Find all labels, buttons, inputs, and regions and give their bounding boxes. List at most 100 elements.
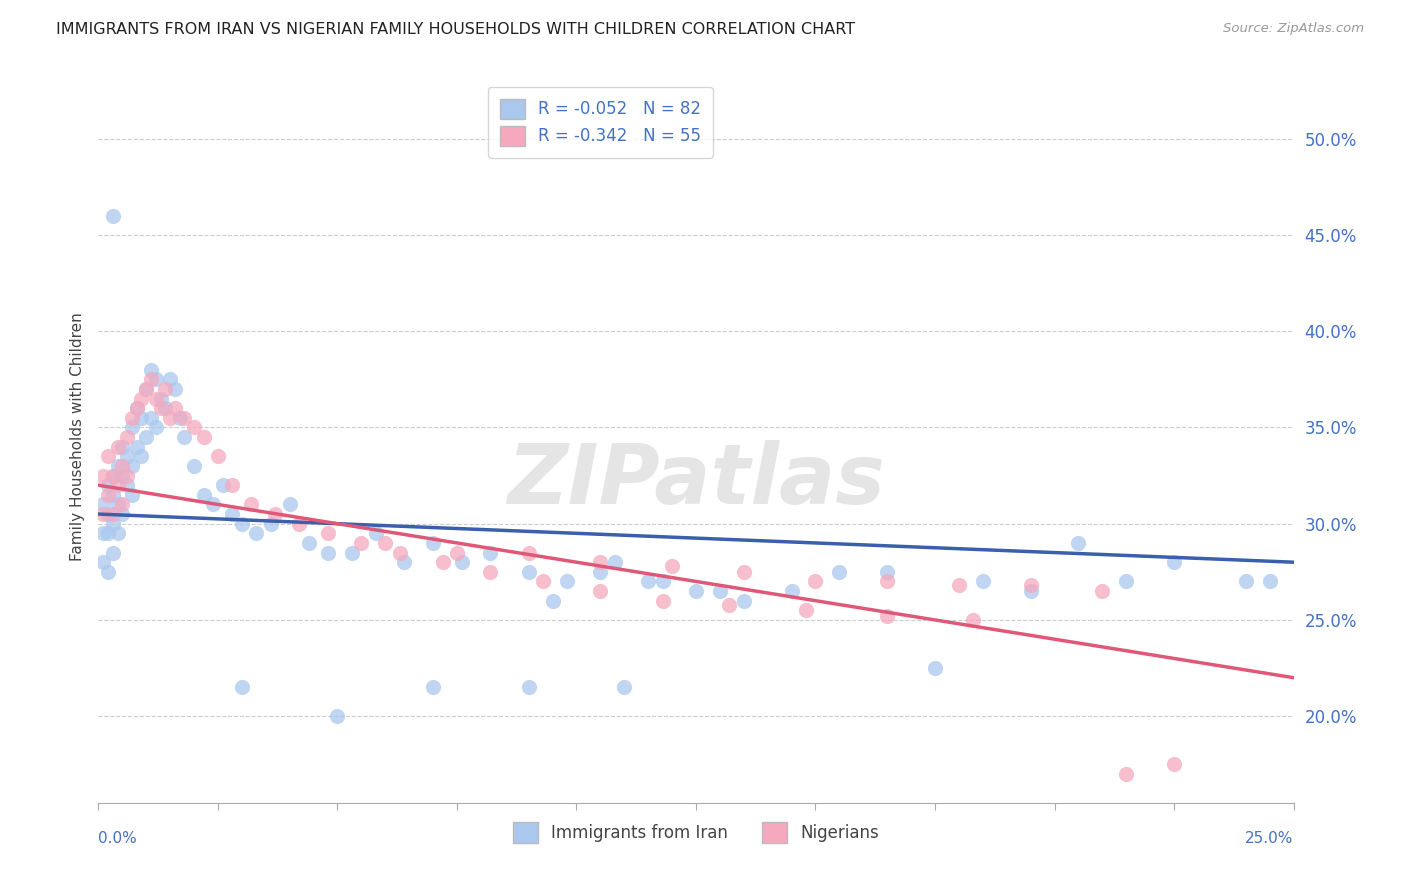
Point: [101, 468, 124, 483]
Point: [115, 450, 138, 464]
Point: [91, 555, 114, 569]
Point: [541, 593, 564, 607]
Point: [298, 536, 321, 550]
Point: [121, 420, 143, 434]
Point: [364, 526, 387, 541]
Point: [240, 498, 263, 512]
Point: [245, 526, 267, 541]
Point: [107, 458, 129, 473]
Point: [202, 498, 225, 512]
Point: [173, 430, 195, 444]
Point: [107, 440, 129, 454]
Point: [111, 440, 134, 454]
Point: [145, 392, 167, 406]
Point: [531, 574, 554, 589]
Point: [135, 382, 157, 396]
Point: [340, 545, 363, 559]
Point: [107, 526, 129, 541]
Point: [1067, 536, 1090, 550]
Point: [685, 584, 707, 599]
Point: [876, 609, 898, 624]
Text: IMMIGRANTS FROM IRAN VS NIGERIAN FAMILY HOUSEHOLDS WITH CHILDREN CORRELATION CHA: IMMIGRANTS FROM IRAN VS NIGERIAN FAMILY …: [56, 22, 855, 37]
Point: [876, 574, 898, 589]
Point: [163, 382, 186, 396]
Point: [422, 681, 444, 695]
Text: 0.0%: 0.0%: [98, 830, 138, 846]
Point: [135, 382, 157, 396]
Point: [450, 555, 472, 569]
Point: [107, 478, 129, 492]
Point: [948, 578, 970, 592]
Point: [1234, 574, 1257, 589]
Point: [1019, 578, 1042, 592]
Point: [733, 593, 755, 607]
Point: [193, 430, 215, 444]
Point: [637, 574, 659, 589]
Point: [169, 410, 191, 425]
Point: [145, 372, 167, 386]
Point: [115, 430, 138, 444]
Point: [149, 392, 172, 406]
Point: [1115, 574, 1137, 589]
Point: [97, 450, 120, 464]
Point: [173, 410, 195, 425]
Point: [259, 516, 281, 531]
Point: [91, 507, 114, 521]
Point: [388, 545, 411, 559]
Point: [794, 603, 817, 617]
Point: [1163, 757, 1185, 772]
Point: [121, 458, 143, 473]
Point: [446, 545, 468, 559]
Point: [733, 565, 755, 579]
Point: [374, 536, 396, 550]
Point: [278, 498, 301, 512]
Point: [479, 545, 502, 559]
Point: [131, 450, 153, 464]
Point: [111, 458, 134, 473]
Point: [101, 507, 124, 521]
Point: [101, 516, 124, 531]
Point: [159, 410, 181, 425]
Point: [1163, 555, 1185, 569]
Point: [231, 681, 253, 695]
Point: [111, 498, 134, 512]
Point: [316, 526, 339, 541]
Point: [1258, 574, 1281, 589]
Point: [139, 372, 162, 386]
Text: 25.0%: 25.0%: [1246, 830, 1294, 846]
Point: [101, 209, 124, 223]
Point: [589, 565, 612, 579]
Point: [97, 507, 120, 521]
Point: [139, 362, 162, 376]
Point: [589, 555, 612, 569]
Point: [111, 507, 134, 521]
Point: [145, 420, 167, 434]
Point: [115, 478, 138, 492]
Text: ZIPatlas: ZIPatlas: [508, 441, 884, 522]
Point: [422, 536, 444, 550]
Point: [121, 410, 143, 425]
Point: [1019, 584, 1042, 599]
Point: [718, 598, 741, 612]
Point: [962, 613, 984, 627]
Point: [555, 574, 578, 589]
Point: [394, 555, 416, 569]
Text: Source: ZipAtlas.com: Source: ZipAtlas.com: [1223, 22, 1364, 36]
Point: [131, 410, 153, 425]
Point: [661, 559, 683, 574]
Point: [207, 450, 229, 464]
Point: [613, 681, 636, 695]
Point: [589, 584, 612, 599]
Point: [111, 468, 134, 483]
Point: [316, 545, 339, 559]
Point: [193, 488, 215, 502]
Point: [97, 565, 120, 579]
Point: [350, 536, 373, 550]
Point: [115, 468, 138, 483]
Point: [603, 555, 626, 569]
Point: [107, 498, 129, 512]
Point: [326, 709, 349, 723]
Point: [876, 565, 898, 579]
Point: [479, 565, 502, 579]
Point: [1091, 584, 1114, 599]
